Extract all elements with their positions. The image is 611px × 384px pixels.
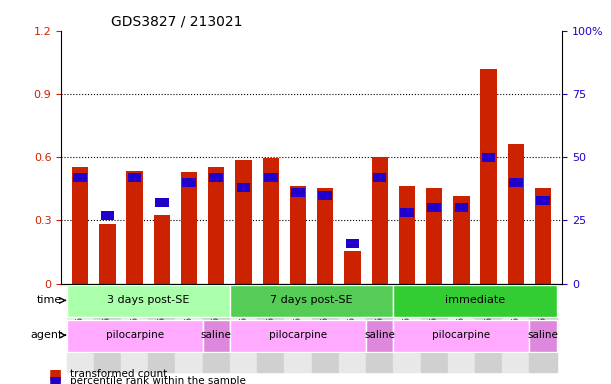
Text: GDS3827 / 213021: GDS3827 / 213021: [111, 14, 243, 28]
Bar: [502, 284, 530, 372]
Bar: [257, 284, 284, 372]
FancyBboxPatch shape: [230, 320, 366, 351]
Bar: [312, 284, 339, 372]
FancyBboxPatch shape: [203, 320, 230, 351]
Bar: [210, 173, 223, 182]
Bar: [128, 173, 141, 182]
Text: immediate: immediate: [445, 295, 505, 305]
Bar: [208, 167, 224, 284]
Bar: [93, 284, 121, 372]
Bar: [284, 284, 312, 372]
Bar: [72, 167, 89, 284]
Bar: [290, 186, 306, 284]
Bar: [67, 284, 93, 372]
Text: ■: ■: [49, 374, 62, 384]
Bar: [371, 157, 388, 284]
Bar: [480, 69, 497, 284]
Bar: [73, 173, 87, 182]
Bar: [393, 284, 420, 372]
Text: percentile rank within the sample: percentile rank within the sample: [70, 376, 246, 384]
Bar: [535, 188, 551, 284]
Bar: [235, 161, 252, 284]
Bar: [154, 215, 170, 284]
Bar: [263, 158, 279, 284]
Bar: [482, 153, 496, 162]
Bar: [339, 284, 366, 372]
Text: saline: saline: [201, 330, 232, 340]
Bar: [400, 209, 414, 217]
FancyBboxPatch shape: [67, 320, 203, 351]
FancyBboxPatch shape: [530, 320, 557, 351]
Bar: [366, 284, 393, 372]
Text: pilocarpine: pilocarpine: [106, 330, 164, 340]
Text: 3 days post-SE: 3 days post-SE: [107, 295, 189, 305]
Text: transformed count: transformed count: [70, 369, 167, 379]
Bar: [509, 178, 522, 187]
Text: agent: agent: [30, 330, 62, 340]
Bar: [203, 284, 230, 372]
Bar: [181, 172, 197, 284]
Bar: [427, 204, 441, 212]
Bar: [121, 284, 148, 372]
Text: saline: saline: [528, 330, 558, 340]
FancyBboxPatch shape: [67, 285, 230, 317]
Bar: [475, 284, 502, 372]
Bar: [344, 251, 360, 284]
FancyBboxPatch shape: [393, 285, 557, 317]
Text: ■: ■: [49, 367, 62, 381]
Text: time: time: [37, 295, 62, 305]
Bar: [155, 198, 169, 207]
Bar: [101, 211, 114, 220]
Text: pilocarpine: pilocarpine: [269, 330, 327, 340]
Bar: [182, 178, 196, 187]
FancyBboxPatch shape: [393, 320, 530, 351]
Bar: [373, 173, 387, 182]
Bar: [148, 284, 175, 372]
Bar: [448, 284, 475, 372]
Bar: [346, 239, 359, 248]
Bar: [236, 183, 251, 192]
Bar: [508, 144, 524, 284]
Bar: [317, 188, 334, 284]
Bar: [399, 186, 415, 284]
Bar: [420, 284, 448, 372]
Text: pilocarpine: pilocarpine: [433, 330, 491, 340]
Bar: [126, 171, 143, 284]
FancyBboxPatch shape: [230, 285, 393, 317]
Bar: [455, 204, 468, 212]
Bar: [426, 188, 442, 284]
Bar: [318, 191, 332, 200]
Bar: [230, 284, 257, 372]
Bar: [536, 196, 550, 205]
Text: 7 days post-SE: 7 days post-SE: [270, 295, 353, 305]
Bar: [264, 173, 277, 182]
FancyBboxPatch shape: [366, 320, 393, 351]
Text: saline: saline: [364, 330, 395, 340]
Bar: [530, 284, 557, 372]
Bar: [175, 284, 203, 372]
Bar: [453, 196, 469, 284]
Bar: [99, 223, 115, 284]
Bar: [291, 188, 305, 197]
